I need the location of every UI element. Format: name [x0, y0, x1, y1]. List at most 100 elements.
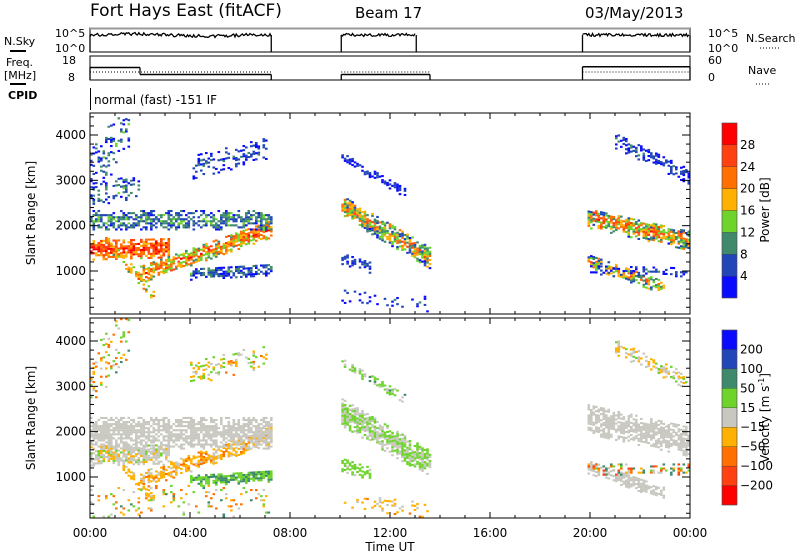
velocity-cell — [667, 432, 671, 435]
power-cell — [361, 221, 364, 224]
power-cell — [386, 181, 389, 184]
velocity-cell — [170, 427, 173, 430]
power-cell — [100, 246, 103, 249]
power-cell — [642, 236, 646, 239]
velocity-cell — [416, 454, 419, 457]
velocity-cell — [190, 421, 193, 424]
power-cell — [90, 153, 93, 156]
power-colorbar-swatch — [721, 232, 738, 255]
power-cell — [642, 268, 646, 271]
velocity-cell — [142, 463, 146, 466]
velocity-cell — [252, 438, 256, 441]
power-cell — [630, 266, 633, 269]
velocity-cell — [346, 423, 349, 426]
power-cell — [152, 254, 156, 257]
power-cell — [130, 243, 133, 246]
velocity-cell — [100, 383, 103, 386]
velocity-cell — [220, 435, 223, 438]
power-cell — [267, 223, 271, 226]
velocity-cell — [607, 410, 611, 413]
velocity-cell — [167, 450, 171, 453]
velocity-cell — [630, 427, 633, 430]
velocity-cell — [348, 419, 352, 422]
velocity-cell — [363, 421, 367, 424]
power-cell — [373, 222, 377, 225]
velocity-cell — [215, 431, 218, 434]
velocity-cell — [687, 440, 691, 443]
power-cell — [650, 276, 653, 279]
power-cell — [675, 246, 678, 249]
velocity-cell — [401, 456, 404, 459]
velocity-cell — [391, 454, 394, 457]
power-cell — [662, 229, 666, 232]
power-cell — [677, 242, 681, 245]
velocity-cell — [152, 452, 156, 455]
power-cell — [421, 256, 424, 259]
power-cell — [115, 216, 118, 219]
power-cell — [157, 252, 161, 255]
velocity-cell — [421, 465, 424, 468]
velocity-cell — [222, 353, 226, 356]
velocity-cell — [416, 462, 419, 465]
power-cell — [632, 232, 636, 235]
velocity-cell — [97, 460, 101, 463]
velocity-cell — [667, 442, 671, 445]
velocity-cell — [107, 443, 111, 446]
velocity-cell — [391, 390, 394, 393]
velocity-cell — [667, 446, 671, 449]
power-cell — [175, 228, 178, 231]
velocity-cell — [170, 467, 173, 470]
power-cell — [125, 128, 128, 131]
velocity-cell — [262, 425, 266, 428]
velocity-cell — [102, 423, 106, 426]
velocity-cell — [408, 446, 412, 449]
power-cell — [202, 164, 206, 167]
velocity-cell — [162, 437, 166, 440]
velocity-cell — [262, 427, 266, 430]
power-cell — [356, 214, 359, 217]
velocity-cell — [341, 406, 344, 409]
velocity-cell — [177, 439, 181, 442]
power-cell — [353, 214, 357, 217]
velocity-cell — [170, 425, 173, 428]
power-cell — [652, 231, 656, 234]
velocity-cell — [685, 444, 688, 447]
velocity-cell — [145, 443, 148, 446]
velocity-cell — [408, 460, 412, 463]
velocity-cell — [185, 425, 188, 428]
power-cell — [346, 159, 349, 162]
velocity-cell — [376, 439, 379, 442]
power-cell — [147, 218, 151, 221]
power-cell — [665, 272, 668, 275]
velocity-cell — [115, 457, 118, 460]
power-cell — [120, 138, 123, 141]
power-cell — [212, 240, 216, 243]
velocity-cell — [687, 438, 691, 441]
power-cell — [105, 165, 108, 168]
power-cell — [645, 272, 648, 275]
velocity-cell — [652, 445, 656, 448]
power-cell — [687, 176, 691, 179]
velocity-cell — [240, 472, 243, 475]
power-cell — [210, 245, 213, 248]
velocity-cell — [391, 450, 394, 453]
velocity-cell — [140, 429, 143, 432]
velocity-cell — [137, 507, 141, 510]
velocity-cell — [255, 441, 258, 444]
velocity-cell — [190, 433, 193, 436]
power-cell — [172, 222, 176, 225]
velocity-cell — [195, 435, 198, 438]
power-cell — [107, 237, 111, 240]
power-cell — [622, 230, 626, 233]
velocity-cell — [205, 435, 208, 438]
velocity-cell — [137, 483, 141, 486]
velocity-cell — [346, 413, 349, 416]
velocity-cell — [222, 357, 226, 360]
velocity-cell — [165, 435, 168, 438]
velocity-cell — [632, 424, 636, 427]
power-cell — [192, 255, 196, 258]
velocity-cell — [155, 484, 158, 487]
velocity-cell — [245, 445, 248, 448]
velocity-cell — [102, 431, 106, 434]
power-cell — [255, 239, 258, 242]
